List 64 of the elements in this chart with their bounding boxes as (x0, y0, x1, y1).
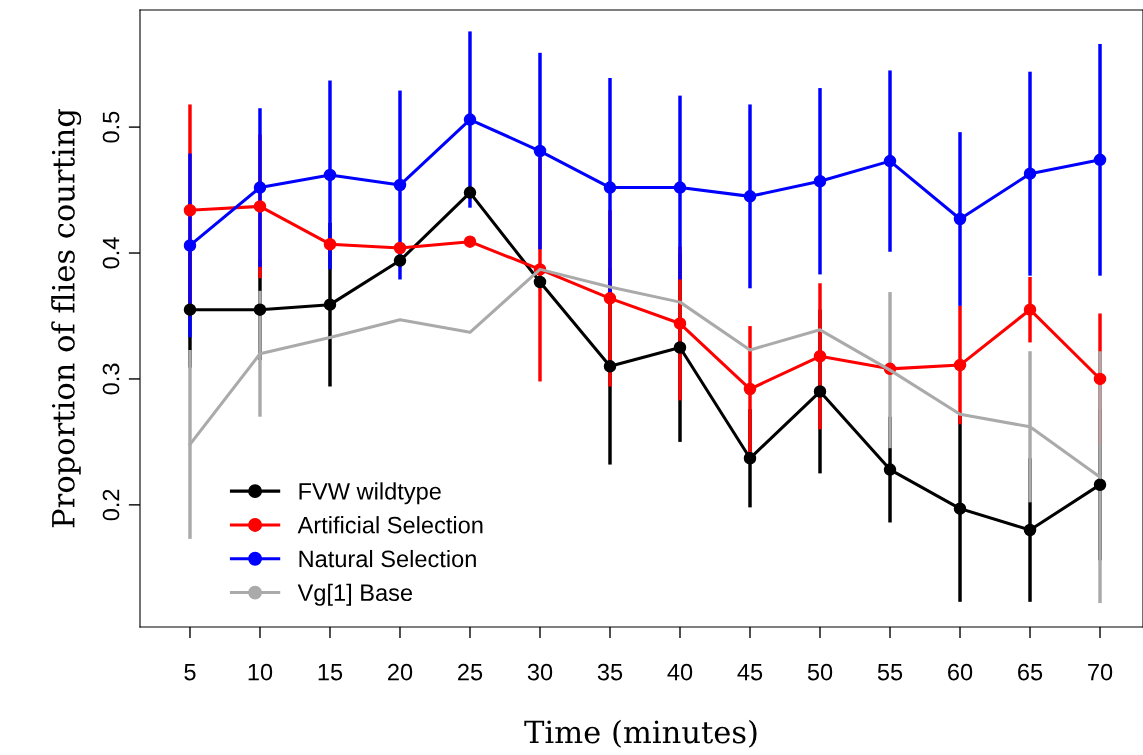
point (953, 502, 967, 515)
point (1093, 153, 1107, 167)
point (1093, 478, 1107, 491)
point (1023, 167, 1037, 180)
legend-label: FVW wildtype (299, 482, 441, 505)
x-tick-label: 30 (527, 663, 553, 681)
point (183, 303, 197, 316)
y-tick-label: 0.4 (102, 237, 120, 269)
point (1093, 372, 1107, 386)
legend-label: Artificial Selection (297, 516, 483, 534)
point (883, 154, 897, 168)
point (323, 237, 337, 251)
point (393, 254, 407, 267)
x-tick-label: 60 (948, 663, 973, 681)
x-tick-label: 5 (184, 663, 196, 681)
legend-label: Natural Selection (299, 549, 476, 568)
point (743, 382, 757, 396)
point (673, 181, 687, 194)
x-tick-label: 15 (318, 663, 343, 681)
point (253, 200, 267, 213)
point (323, 298, 337, 311)
legend-label: Vg[1] Base (297, 583, 413, 606)
point (393, 178, 407, 192)
x-tick-label: 50 (807, 663, 833, 681)
point (463, 235, 477, 248)
x-tick-label: 70 (1088, 663, 1113, 681)
y-axis-title: Proportion of flies courting (51, 109, 82, 528)
x-tick-label: 40 (667, 663, 693, 681)
point (813, 385, 827, 398)
point (883, 463, 897, 476)
point (673, 317, 687, 330)
point (323, 168, 337, 182)
point (813, 174, 827, 188)
point (813, 350, 827, 363)
point (953, 358, 967, 372)
point (743, 452, 757, 465)
point (463, 186, 477, 199)
point (393, 241, 407, 255)
y-tick-label: 0.3 (102, 363, 120, 395)
point (1023, 303, 1037, 316)
point (603, 292, 617, 305)
x-tick-label: 65 (1018, 663, 1043, 681)
point (463, 113, 477, 126)
point (603, 360, 617, 373)
point (953, 212, 967, 226)
point (533, 275, 547, 289)
point (183, 239, 197, 252)
point (743, 190, 757, 203)
point (253, 181, 267, 194)
x-tick-label: 45 (737, 663, 763, 681)
x-axis-title: Time (minutes) (524, 719, 757, 748)
y-tick-label: 0.5 (102, 111, 120, 143)
point (603, 181, 617, 194)
x-tick-label: 55 (877, 663, 903, 681)
x-tick-label: 10 (248, 663, 273, 681)
point (673, 341, 687, 354)
y-tick-label: 0.2 (102, 489, 120, 521)
point (183, 203, 197, 217)
point (533, 144, 547, 158)
x-tick-label: 20 (388, 663, 413, 681)
x-tick-label: 35 (597, 663, 623, 681)
x-tick-label: 25 (458, 663, 483, 681)
point (253, 303, 267, 316)
point (1023, 523, 1037, 537)
